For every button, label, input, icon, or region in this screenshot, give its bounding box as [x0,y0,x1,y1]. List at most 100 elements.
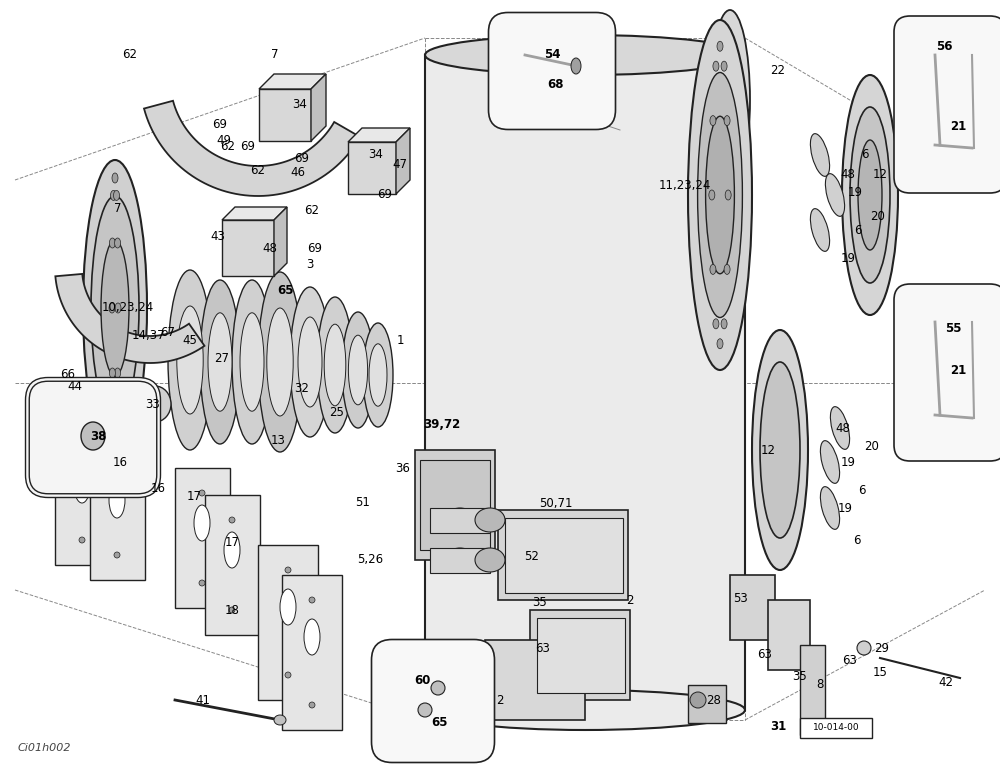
Text: 28: 28 [707,694,721,707]
Bar [55,435,110,565]
Text: 34: 34 [369,148,383,161]
Ellipse shape [721,61,727,71]
Text: 20: 20 [865,439,879,452]
Ellipse shape [168,270,212,450]
Ellipse shape [690,692,706,708]
Ellipse shape [112,433,118,443]
Ellipse shape [285,672,291,678]
Ellipse shape [445,508,475,532]
Ellipse shape [232,280,272,444]
Text: 63: 63 [843,653,857,666]
Text: 56: 56 [936,40,952,53]
Ellipse shape [724,115,730,125]
Ellipse shape [842,75,898,315]
Text: 55: 55 [945,322,961,335]
Text: 46: 46 [290,167,306,180]
Bar [688,685,726,723]
Text: 62: 62 [122,48,138,61]
Ellipse shape [820,441,840,484]
Ellipse shape [194,505,210,541]
Bar [90,450,145,580]
Ellipse shape [857,641,871,655]
Text: 50,71: 50,71 [539,497,573,510]
Text: 45: 45 [183,334,197,347]
Ellipse shape [858,140,882,250]
Ellipse shape [698,73,742,318]
Ellipse shape [110,190,116,200]
Text: 53: 53 [733,591,747,604]
Text: 48: 48 [836,422,850,435]
Text: 36: 36 [396,461,410,474]
Text: 65: 65 [277,283,293,296]
Text: 14,37: 14,37 [131,329,165,342]
Ellipse shape [810,209,830,251]
Text: 54: 54 [544,48,560,61]
Text: 11,23,24: 11,23,24 [659,179,711,192]
Bar [730,575,775,640]
Text: 6: 6 [854,224,862,237]
Text: 43: 43 [211,229,225,242]
Ellipse shape [425,35,745,75]
Text: 65: 65 [432,716,448,729]
Ellipse shape [304,619,320,655]
Ellipse shape [725,190,731,200]
Text: 25: 25 [330,406,344,419]
Ellipse shape [717,338,723,348]
Ellipse shape [820,487,840,529]
Text: 1: 1 [396,334,404,347]
Ellipse shape [112,173,118,183]
Text: 62: 62 [304,203,320,216]
Polygon shape [311,74,326,141]
Text: 8: 8 [816,678,824,691]
Bar [205,495,260,635]
Text: 6: 6 [861,148,869,161]
Text: 19: 19 [840,251,856,264]
FancyBboxPatch shape [26,377,160,497]
Ellipse shape [199,580,205,586]
Bar [430,548,490,573]
Ellipse shape [425,690,745,730]
Bar [425,55,745,710]
Bar [430,508,490,533]
Text: 12: 12 [872,169,888,182]
Text: 35: 35 [533,595,547,608]
Bar [420,460,490,550]
Ellipse shape [760,362,800,538]
Ellipse shape [810,134,830,176]
Text: 16: 16 [150,481,166,494]
Text: 69: 69 [240,141,256,154]
Text: 18: 18 [225,604,239,617]
Ellipse shape [114,472,120,478]
Bar [348,142,396,194]
Ellipse shape [348,335,368,405]
Ellipse shape [825,173,845,216]
Ellipse shape [114,552,120,558]
Polygon shape [55,274,204,363]
Ellipse shape [850,107,890,283]
Ellipse shape [713,319,719,329]
FancyBboxPatch shape [29,381,157,494]
Ellipse shape [418,703,432,717]
Text: 62: 62 [250,163,266,176]
Ellipse shape [475,548,505,572]
Ellipse shape [109,238,115,248]
Bar [415,450,495,560]
FancyBboxPatch shape [894,284,1000,461]
Ellipse shape [290,287,330,437]
Text: 48: 48 [841,169,855,182]
FancyBboxPatch shape [372,639,494,762]
Ellipse shape [830,406,850,449]
Text: 3: 3 [306,258,314,271]
Ellipse shape [274,715,286,725]
Ellipse shape [229,517,235,523]
Ellipse shape [139,386,171,422]
Ellipse shape [571,58,581,74]
Ellipse shape [688,20,752,370]
Text: 2: 2 [496,694,504,707]
Text: 6: 6 [858,484,866,497]
Ellipse shape [324,324,346,406]
Text: 48: 48 [263,241,277,254]
Ellipse shape [79,457,85,463]
Text: 17: 17 [186,490,202,503]
Ellipse shape [709,190,715,200]
